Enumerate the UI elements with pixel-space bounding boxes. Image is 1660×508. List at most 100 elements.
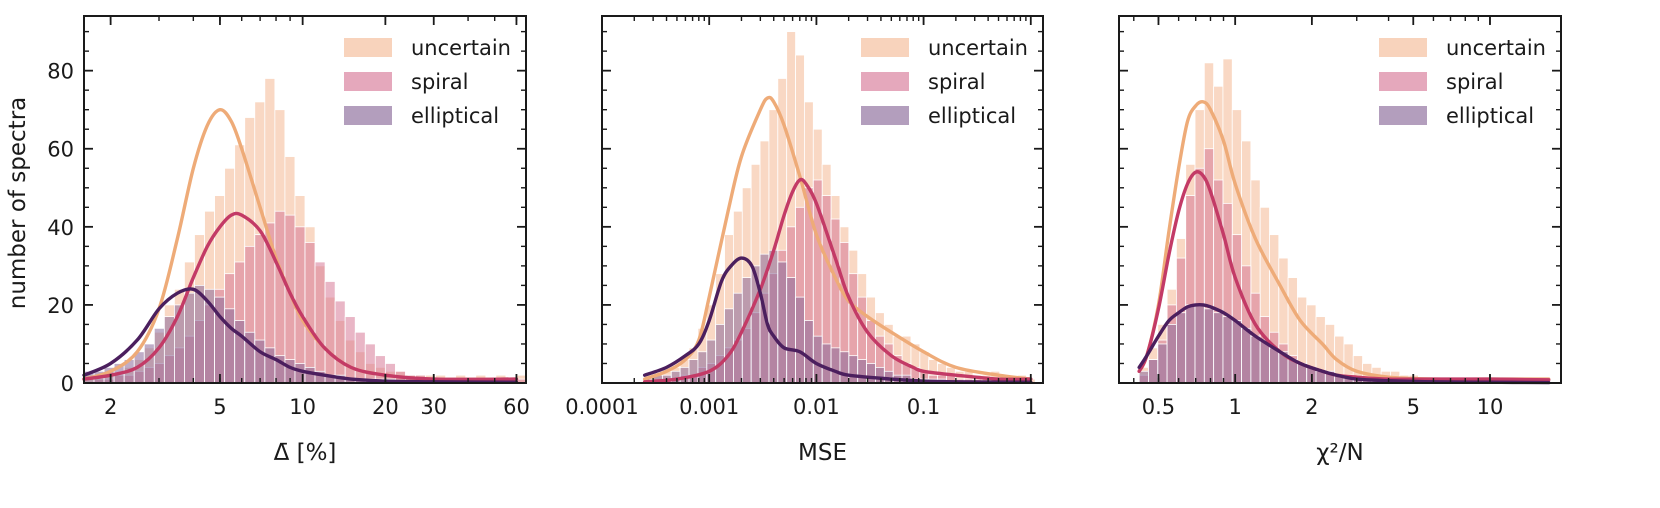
kde-line-uncertain bbox=[642, 95, 1033, 381]
legend-swatch-uncertain bbox=[1379, 38, 1427, 57]
panel-delta-kde bbox=[82, 107, 519, 384]
legend-swatch-uncertain bbox=[861, 38, 909, 57]
y-axis-label: number of spectra bbox=[5, 97, 31, 310]
x-tick-label: 5 bbox=[213, 395, 226, 419]
histogram-bar-elliptical bbox=[304, 366, 316, 384]
histogram-bar-elliptical bbox=[724, 308, 734, 384]
histogram-bar-elliptical bbox=[777, 261, 788, 384]
histogram-bar-elliptical bbox=[1166, 324, 1177, 384]
y-tick-label: 80 bbox=[47, 60, 74, 84]
panel-mse-legend: uncertain spiral elliptical bbox=[861, 36, 1028, 128]
x-tick-label: 10 bbox=[289, 395, 316, 419]
panel-delta: 2 5 10 20 30 60 0 20 40 60 80 uncertain spiral ellip… bbox=[47, 15, 530, 466]
x-tick-label: 2 bbox=[1305, 395, 1318, 419]
x-tick-label: 30 bbox=[420, 395, 447, 419]
histogram-bar-elliptical bbox=[679, 366, 690, 384]
panel-chi2: 0.5 1 2 5 10 uncertain spiral elliptical χ²/N bbox=[1118, 15, 1562, 466]
legend-swatch-elliptical bbox=[861, 106, 909, 125]
histogram-bar-elliptical bbox=[830, 347, 841, 384]
legend-label-uncertain: uncertain bbox=[1446, 36, 1546, 60]
histogram-bar-elliptical bbox=[715, 324, 725, 384]
legend-label-elliptical: elliptical bbox=[411, 104, 499, 128]
legend-swatch-elliptical bbox=[344, 106, 392, 125]
panel-delta-xlabel: Δ̄ [%] bbox=[274, 440, 337, 466]
x-tick-label: 0.001 bbox=[679, 395, 739, 419]
histogram-bar-elliptical bbox=[804, 320, 814, 384]
histogram-bar-spiral bbox=[344, 316, 356, 384]
histogram-bar-elliptical bbox=[786, 277, 796, 384]
kde-line-elliptical bbox=[82, 287, 519, 384]
histogram-bar-elliptical bbox=[153, 327, 165, 384]
histogram-bar-elliptical bbox=[768, 249, 779, 384]
panel-mse-axes: 0.0001 0.001 0.01 0.1 1 bbox=[565, 15, 1044, 419]
histogram-bar-spiral bbox=[354, 331, 366, 384]
legend-swatch-spiral bbox=[344, 72, 392, 91]
x-tick-label: 0.01 bbox=[793, 395, 840, 419]
panel-chi2-axes: 0.5 1 2 5 10 bbox=[1118, 15, 1562, 419]
axes-frame bbox=[601, 15, 1044, 384]
x-tick-label: 5 bbox=[1407, 395, 1420, 419]
legend-label-spiral: spiral bbox=[928, 70, 985, 94]
histogram-bar-elliptical bbox=[812, 335, 823, 384]
legend-label-uncertain: uncertain bbox=[411, 36, 511, 60]
histogram-bar-elliptical bbox=[224, 308, 236, 384]
x-tick-label: 2 bbox=[104, 395, 117, 419]
kde-line-elliptical bbox=[642, 256, 1033, 384]
histogram-bar-elliptical bbox=[1148, 359, 1159, 384]
histogram-bar-elliptical bbox=[1231, 320, 1242, 384]
histogram-bar-elliptical bbox=[264, 347, 276, 384]
legend-swatch-spiral bbox=[861, 72, 909, 91]
histogram-bar-elliptical bbox=[839, 351, 850, 384]
x-tick-label: 1 bbox=[1228, 395, 1241, 419]
histogram-bar-elliptical bbox=[1222, 316, 1233, 384]
histogram-bar-elliptical bbox=[1203, 308, 1215, 384]
histogram-bar-elliptical bbox=[875, 366, 885, 384]
histogram-bar-elliptical bbox=[1176, 312, 1187, 384]
panel-mse: 0.0001 0.001 0.01 0.1 1 uncertain spiral ellip… bbox=[565, 15, 1044, 466]
histogram-bar-elliptical bbox=[184, 292, 195, 384]
legend-label-spiral: spiral bbox=[411, 70, 468, 94]
legend-swatch-elliptical bbox=[1379, 106, 1427, 125]
panel-delta-axes: 2 5 10 20 30 60 0 20 40 60 80 bbox=[47, 15, 530, 419]
x-tick-label: 0.1 bbox=[907, 395, 940, 419]
kde-line-uncertain bbox=[1137, 100, 1551, 381]
histogram-bar-elliptical bbox=[1194, 304, 1205, 384]
panel-delta-legend: uncertain spiral elliptical bbox=[344, 36, 511, 128]
histogram-bar-spiral bbox=[304, 242, 316, 384]
kde-line-spiral bbox=[82, 211, 519, 382]
panel-mse-kde bbox=[642, 95, 1033, 384]
panel-chi2-legend: uncertain spiral elliptical bbox=[1379, 36, 1546, 128]
y-tick-label: 60 bbox=[47, 138, 74, 162]
x-tick-label: 60 bbox=[503, 395, 530, 419]
y-tick-label: 0 bbox=[61, 372, 74, 396]
histogram-bar-spiral bbox=[324, 281, 336, 384]
y-tick-label: 20 bbox=[47, 294, 74, 318]
histogram-bar-elliptical bbox=[1269, 347, 1280, 384]
x-tick-label: 1 bbox=[1024, 395, 1037, 419]
kde-line-spiral bbox=[642, 177, 1033, 384]
histogram-bar-elliptical bbox=[1213, 312, 1224, 384]
histogram-bar-elliptical bbox=[234, 320, 246, 384]
legend-swatch-uncertain bbox=[344, 38, 392, 57]
histogram-bar-elliptical bbox=[821, 343, 832, 384]
axes-frame bbox=[83, 15, 527, 384]
histogram-bar-elliptical bbox=[795, 296, 805, 384]
legend-label-uncertain: uncertain bbox=[928, 36, 1028, 60]
x-tick-label: 0.5 bbox=[1142, 395, 1175, 419]
x-tick-label: 10 bbox=[1477, 395, 1504, 419]
legend-label-spiral: spiral bbox=[1446, 70, 1503, 94]
histogram-bar-elliptical bbox=[688, 359, 699, 384]
histogram-bar-elliptical bbox=[1185, 304, 1196, 384]
kde-line-elliptical bbox=[1137, 302, 1551, 385]
legend-label-elliptical: elliptical bbox=[928, 104, 1016, 128]
histogram-bar-elliptical bbox=[706, 339, 717, 384]
histogram-bar-elliptical bbox=[848, 355, 859, 384]
histogram-bar-elliptical bbox=[254, 339, 266, 384]
y-tick-label: 40 bbox=[47, 216, 74, 240]
panel-chi2-xlabel: χ²/N bbox=[1316, 440, 1363, 466]
histogram-bar-elliptical bbox=[1250, 335, 1261, 384]
histogram-bar-elliptical bbox=[857, 359, 867, 384]
histogram-bar-spiral bbox=[334, 300, 346, 384]
histogram-bar-spiral bbox=[364, 343, 376, 384]
